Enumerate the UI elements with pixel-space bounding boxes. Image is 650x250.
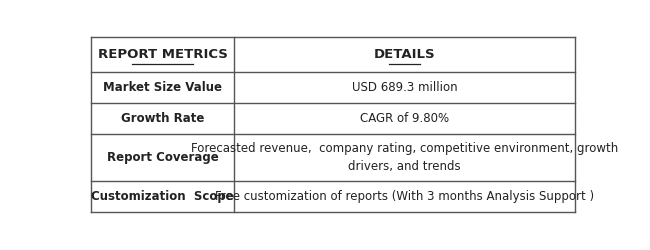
Text: DETAILS: DETAILS	[374, 48, 436, 61]
Text: Free customization of reports (With 3 months Analysis Support ): Free customization of reports (With 3 mo…	[215, 190, 594, 203]
Text: CAGR of 9.80%: CAGR of 9.80%	[360, 112, 449, 125]
Text: REPORT METRICS: REPORT METRICS	[98, 48, 228, 61]
Text: Customization  Scope: Customization Scope	[91, 190, 234, 203]
Text: Growth Rate: Growth Rate	[121, 112, 204, 125]
Text: USD 689.3 million: USD 689.3 million	[352, 81, 457, 94]
Text: Forecasted revenue,  company rating, competitive environment, growth
drivers, an: Forecasted revenue, company rating, comp…	[191, 142, 618, 173]
Text: Market Size Value: Market Size Value	[103, 81, 222, 94]
Text: Report Coverage: Report Coverage	[107, 151, 218, 164]
